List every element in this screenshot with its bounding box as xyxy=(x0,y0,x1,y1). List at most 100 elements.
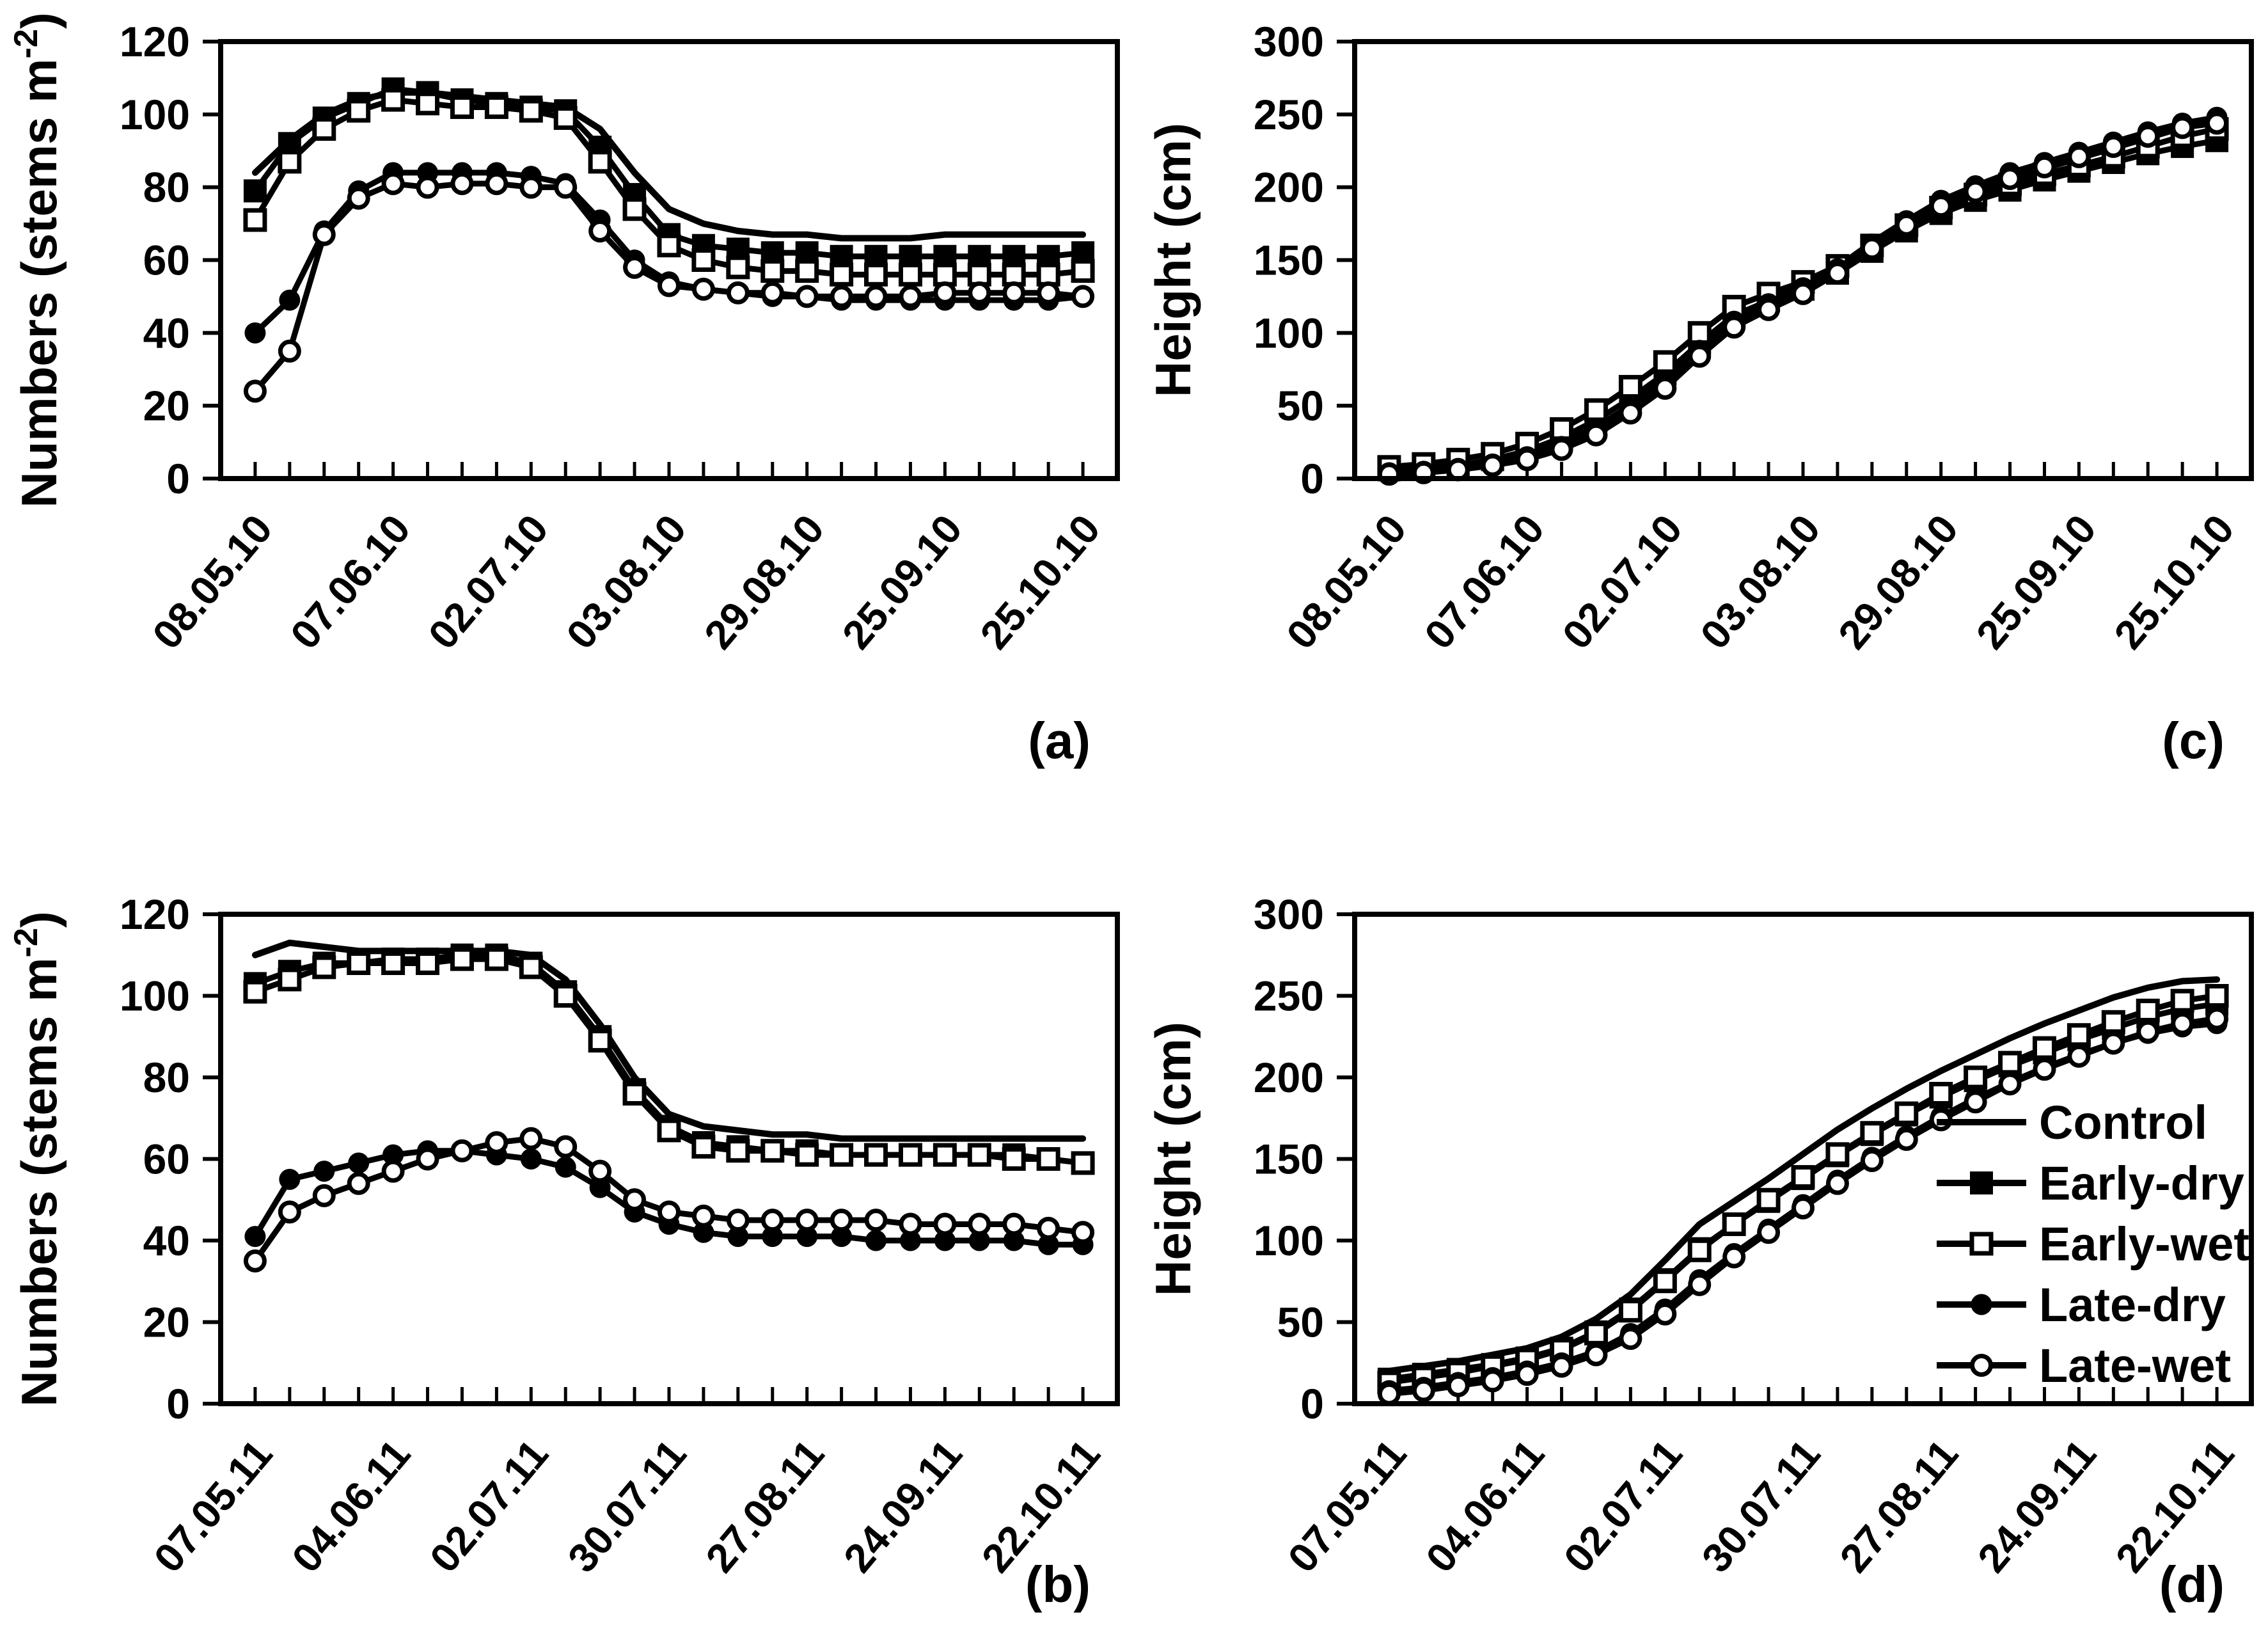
marker-circle-open xyxy=(1757,1221,1781,1244)
y-tick-label: 80 xyxy=(143,1054,190,1101)
marker-circle-open xyxy=(1757,297,1781,321)
marker-square-open xyxy=(726,255,750,280)
y-tick-label: 60 xyxy=(143,1136,190,1183)
legend-item-label: Early-wet xyxy=(2039,1218,2249,1271)
marker-square-open xyxy=(416,91,440,116)
marker-circle-open xyxy=(864,1209,888,1232)
x-tick-label: 25.09.10 xyxy=(833,506,971,658)
marker-circle-filled xyxy=(244,1226,266,1248)
series-late-wet xyxy=(243,1127,1095,1273)
plot-border xyxy=(1352,39,2254,481)
marker-square-open xyxy=(1584,398,1608,422)
marker-circle-open xyxy=(2033,1058,2056,1081)
marker-square-open xyxy=(519,99,543,123)
marker-circle-open xyxy=(691,278,715,301)
y-axis-title: Numbers (stems m-2) xyxy=(8,911,67,1406)
marker-square-open xyxy=(484,947,508,971)
x-tick-label: 02.07.11 xyxy=(1555,1431,1691,1581)
marker-circle-open xyxy=(554,175,578,199)
marker-circle-filled xyxy=(348,1152,370,1174)
marker-square-open xyxy=(381,88,406,112)
panel-tag-(d): (d) xyxy=(2159,1556,2225,1613)
y-tick-label: 20 xyxy=(143,1299,190,1346)
marker-square-open xyxy=(1036,1147,1060,1171)
y-tick-label: 200 xyxy=(1254,164,1324,211)
marker-square-open xyxy=(726,1139,750,1163)
series-control xyxy=(251,939,1087,1142)
marker-circle-open xyxy=(243,379,267,403)
marker-circle-open xyxy=(933,1212,957,1236)
marker-square-open xyxy=(2205,984,2229,1008)
marker-circle-open xyxy=(519,175,543,199)
marker-circle-open xyxy=(485,1131,508,1154)
marker-circle-open xyxy=(381,171,405,195)
marker-circle-open xyxy=(1653,1302,1677,1326)
marker-circle-open xyxy=(1584,423,1608,447)
marker-square-open xyxy=(588,150,612,174)
marker-circle-open xyxy=(830,285,853,308)
marker-circle-open xyxy=(1964,180,1987,203)
marker-circle-open xyxy=(347,186,370,210)
x-axis-(b): 07.05.11 04.06.11 02.07.11 30.07.11 27.08.11… xyxy=(145,1387,1109,1581)
marker-square-open xyxy=(1618,375,1642,399)
marker-circle-open xyxy=(2205,1007,2229,1031)
marker-circle-open xyxy=(1825,261,1849,285)
series-early-wet xyxy=(243,88,1095,287)
series-line-early-dry xyxy=(1386,138,2220,473)
marker-circle-filled xyxy=(727,1226,749,1248)
marker-circle-open xyxy=(2171,1011,2194,1035)
y-tick-label: 100 xyxy=(120,91,190,138)
marker-circle-open xyxy=(1929,194,1953,218)
marker-circle-open xyxy=(1002,1212,1026,1236)
marker-square-filled xyxy=(243,179,267,203)
marker-circle-open xyxy=(623,255,647,279)
marker-circle-open xyxy=(243,1249,267,1273)
series-line-control xyxy=(251,939,1087,1142)
marker-circle-open xyxy=(830,1209,853,1232)
series-late-wet xyxy=(1377,111,2229,486)
y-tick-label: 60 xyxy=(143,237,190,284)
marker-square-open xyxy=(830,1143,854,1167)
legend-marker-square-open xyxy=(1969,1232,1994,1256)
x-tick-label: 08.05.10 xyxy=(1277,506,1415,658)
marker-square-open xyxy=(450,95,474,119)
marker-square-open xyxy=(1929,1082,1953,1106)
marker-circle-open xyxy=(2102,1031,2125,1055)
marker-square-open xyxy=(760,1139,785,1163)
legend-item-late-wet: Late-wet xyxy=(1937,1339,2231,1392)
x-tick-label: 08.05.10 xyxy=(143,506,281,658)
y-axis-(c): 0 50 100 150 200 250 300 xyxy=(1254,18,1355,502)
marker-circle-open xyxy=(1037,1216,1060,1240)
marker-square-open xyxy=(381,951,406,975)
x-tick-label: 03.08.10 xyxy=(1691,506,1829,658)
marker-square-open xyxy=(1653,350,1677,374)
marker-circle-open xyxy=(1619,401,1642,425)
marker-circle-open xyxy=(1550,1354,1573,1378)
series-early-wet xyxy=(243,947,1095,1175)
marker-circle-open xyxy=(1037,281,1060,305)
marker-circle-open xyxy=(1894,213,1918,237)
panel-c-height-2010: 0 50 100 150 200 250 300 08.05.10 07.06.10 02.07.… xyxy=(1134,0,2268,825)
y-axis-(d): 0 50 100 150 200 250 300 xyxy=(1254,891,1355,1427)
legend-item-early-wet: Early-wet xyxy=(1937,1218,2249,1271)
marker-circle-open xyxy=(1515,448,1539,472)
marker-circle-filled xyxy=(555,1156,576,1178)
marker-square-open xyxy=(2067,1023,2091,1047)
y-tick-label: 200 xyxy=(1254,1054,1324,1101)
marker-square-open xyxy=(553,106,578,131)
panel-d-height-2011: 0 50 100 150 200 250 300 07.05.11 04.06.11 02.07.… xyxy=(1134,825,2268,1650)
chart-svg-(c): 0 50 100 150 200 250 300 08.05.10 07.06.10 02.07.… xyxy=(1145,18,2254,769)
marker-square-open xyxy=(1860,1121,1884,1145)
panel-tag-(b): (b) xyxy=(1025,1556,1091,1613)
x-tick-label: 02.07.11 xyxy=(421,1431,557,1581)
marker-circle-open xyxy=(726,281,750,305)
marker-square-open xyxy=(519,955,543,980)
marker-square-open xyxy=(898,1143,922,1167)
marker-circle-open xyxy=(416,1147,439,1171)
marker-circle-open xyxy=(278,1200,301,1224)
y-tick-label: 0 xyxy=(1300,455,1324,502)
marker-square-open xyxy=(2136,998,2160,1022)
legend-item-late-dry: Late-dry xyxy=(1937,1278,2226,1331)
marker-circle-open xyxy=(658,1200,681,1224)
